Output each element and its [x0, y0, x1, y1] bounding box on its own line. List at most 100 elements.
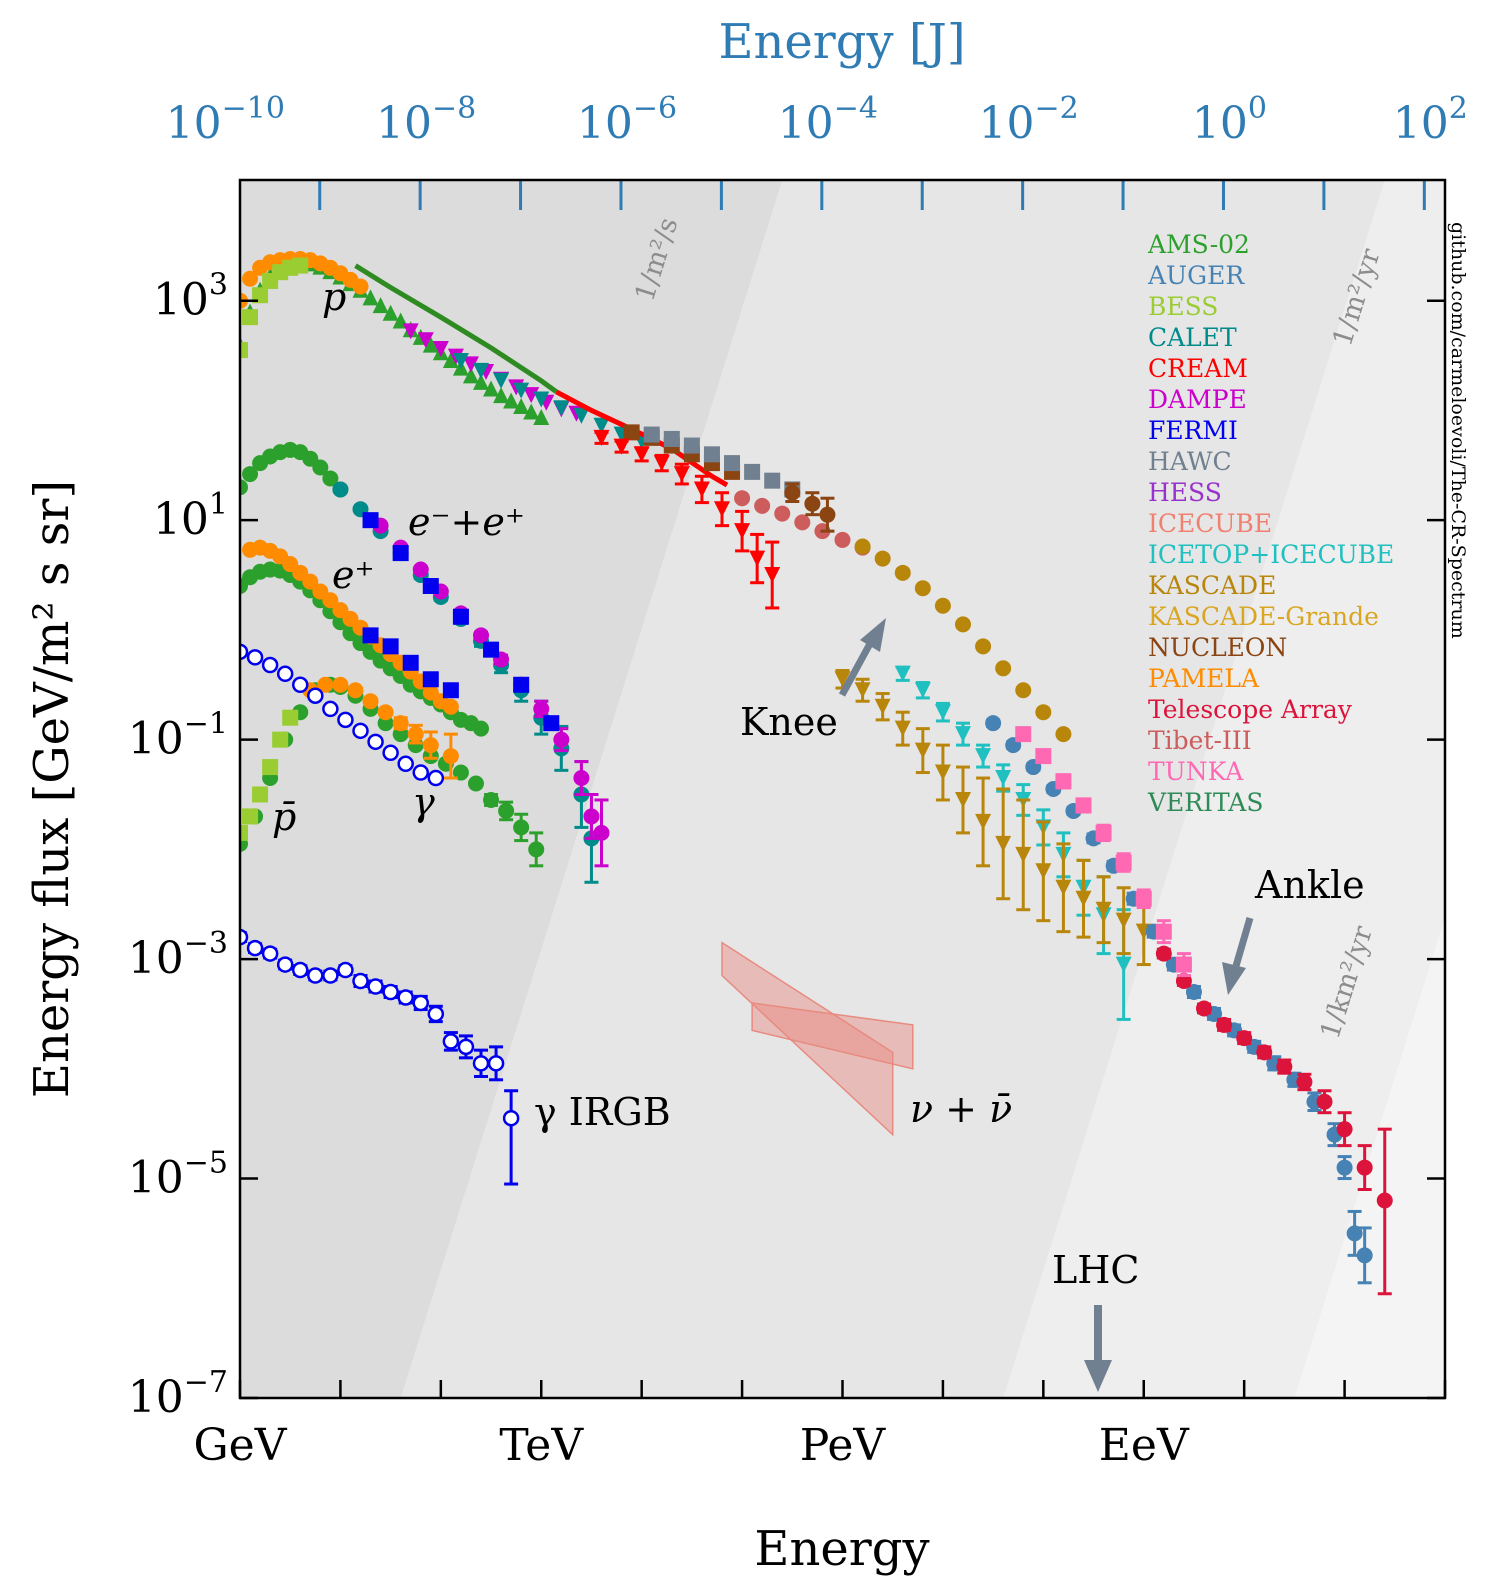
- data-point: [894, 665, 911, 682]
- data-point: [362, 627, 379, 644]
- data-point: [473, 720, 489, 737]
- data-point: [442, 748, 459, 765]
- data-point: [653, 455, 670, 472]
- data-point: [593, 429, 610, 446]
- annot-knee: Knee: [740, 700, 838, 744]
- data-point: [894, 720, 911, 737]
- data-point: [749, 550, 766, 567]
- series-calet-protons: [452, 353, 650, 450]
- data-point: [874, 550, 891, 567]
- data-point: [483, 380, 500, 397]
- data-point: [472, 1055, 490, 1072]
- data-point: [734, 523, 751, 540]
- data-point: [493, 372, 510, 389]
- data-point: [553, 731, 570, 748]
- data-point: [352, 278, 369, 295]
- data-point: [1196, 1000, 1212, 1017]
- data-point: [240, 479, 248, 496]
- legend-entry: ICETOP+ICECUBE: [1148, 540, 1394, 569]
- data-point: [934, 764, 951, 781]
- data-point: [412, 994, 429, 1012]
- data-point: [583, 808, 600, 825]
- series-fermi-positrons: [362, 627, 459, 699]
- data-point: [613, 438, 630, 455]
- data-point: [995, 835, 1012, 852]
- y-tick-label: 101: [153, 487, 228, 545]
- legend-entry: DAMPE: [1148, 385, 1247, 414]
- data-point: [995, 770, 1012, 787]
- data-point: [528, 841, 545, 858]
- data-point: [1185, 984, 1202, 1000]
- top-tick-label: 10−4: [778, 91, 878, 149]
- data-point: [1035, 748, 1052, 765]
- data-point: [784, 484, 801, 501]
- y-axis-title: Energy flux [GeV/m² s sr]: [24, 480, 80, 1098]
- data-point: [1236, 1030, 1253, 1047]
- data-point: [242, 270, 259, 287]
- data-point: [975, 748, 992, 765]
- data-point: [714, 501, 730, 518]
- legend-entry: KASCADE-Grande: [1148, 602, 1379, 631]
- data-point: [302, 573, 319, 590]
- y-tick-label: 10−3: [128, 926, 228, 984]
- annot-pbar: p̄: [272, 795, 296, 839]
- data-point: [422, 671, 439, 688]
- data-point: [240, 928, 249, 946]
- data-point: [367, 978, 384, 995]
- data-point: [1115, 912, 1132, 929]
- data-point: [457, 1038, 475, 1056]
- data-point: [427, 769, 445, 787]
- data-point: [382, 983, 399, 1001]
- data-point: [252, 786, 269, 803]
- data-point: [392, 715, 409, 732]
- data-point: [322, 967, 339, 984]
- data-series: [240, 251, 1393, 1296]
- data-point: [593, 824, 610, 841]
- data-point: [543, 715, 560, 732]
- rate-bands: 1/m²/s 1/m²/yr1/km²/yr: [240, 180, 1445, 1398]
- data-point: [246, 939, 264, 957]
- data-point: [643, 426, 660, 443]
- legend-entry: Tibet-III: [1148, 726, 1252, 755]
- data-point: [744, 463, 761, 480]
- data-point: [914, 580, 931, 597]
- annot-ankle: Ankle: [1254, 863, 1365, 907]
- data-point: [955, 726, 971, 743]
- x-tick-label: TeV: [499, 1420, 584, 1471]
- data-point: [377, 704, 394, 721]
- data-point: [467, 775, 484, 792]
- data-point: [392, 545, 409, 562]
- series-kascade: [834, 668, 1152, 967]
- data-point: [894, 564, 911, 581]
- data-point: [854, 538, 871, 555]
- data-point: [673, 466, 690, 483]
- data-point: [242, 309, 259, 326]
- data-point: [1115, 854, 1132, 871]
- data-point: [317, 676, 334, 693]
- data-point: [347, 682, 364, 699]
- data-point: [242, 808, 259, 825]
- top-tick-label: 10−6: [577, 91, 677, 149]
- data-point: [623, 424, 640, 441]
- y-tick-label: 10−5: [128, 1146, 228, 1204]
- data-point: [533, 700, 550, 717]
- data-point: [533, 409, 550, 426]
- data-point: [1055, 726, 1072, 743]
- data-point: [503, 392, 520, 409]
- top-axis-title: Energy [J]: [718, 14, 965, 70]
- data-point: [407, 737, 424, 754]
- data-point: [1075, 797, 1092, 814]
- data-point: [693, 481, 710, 498]
- data-point: [834, 531, 851, 548]
- data-point: [473, 373, 489, 390]
- series-ams-02-smooth: [354, 263, 558, 394]
- data-point: [1115, 956, 1132, 973]
- data-point: [955, 616, 971, 633]
- series-line: [354, 263, 558, 394]
- top-tick-label: 10−2: [979, 91, 1079, 149]
- series-ams-02-electrons: [240, 441, 349, 498]
- data-point: [1316, 1093, 1333, 1110]
- data-point: [261, 945, 279, 962]
- data-point: [1356, 1247, 1373, 1264]
- series-fermi-electrons: [362, 512, 560, 732]
